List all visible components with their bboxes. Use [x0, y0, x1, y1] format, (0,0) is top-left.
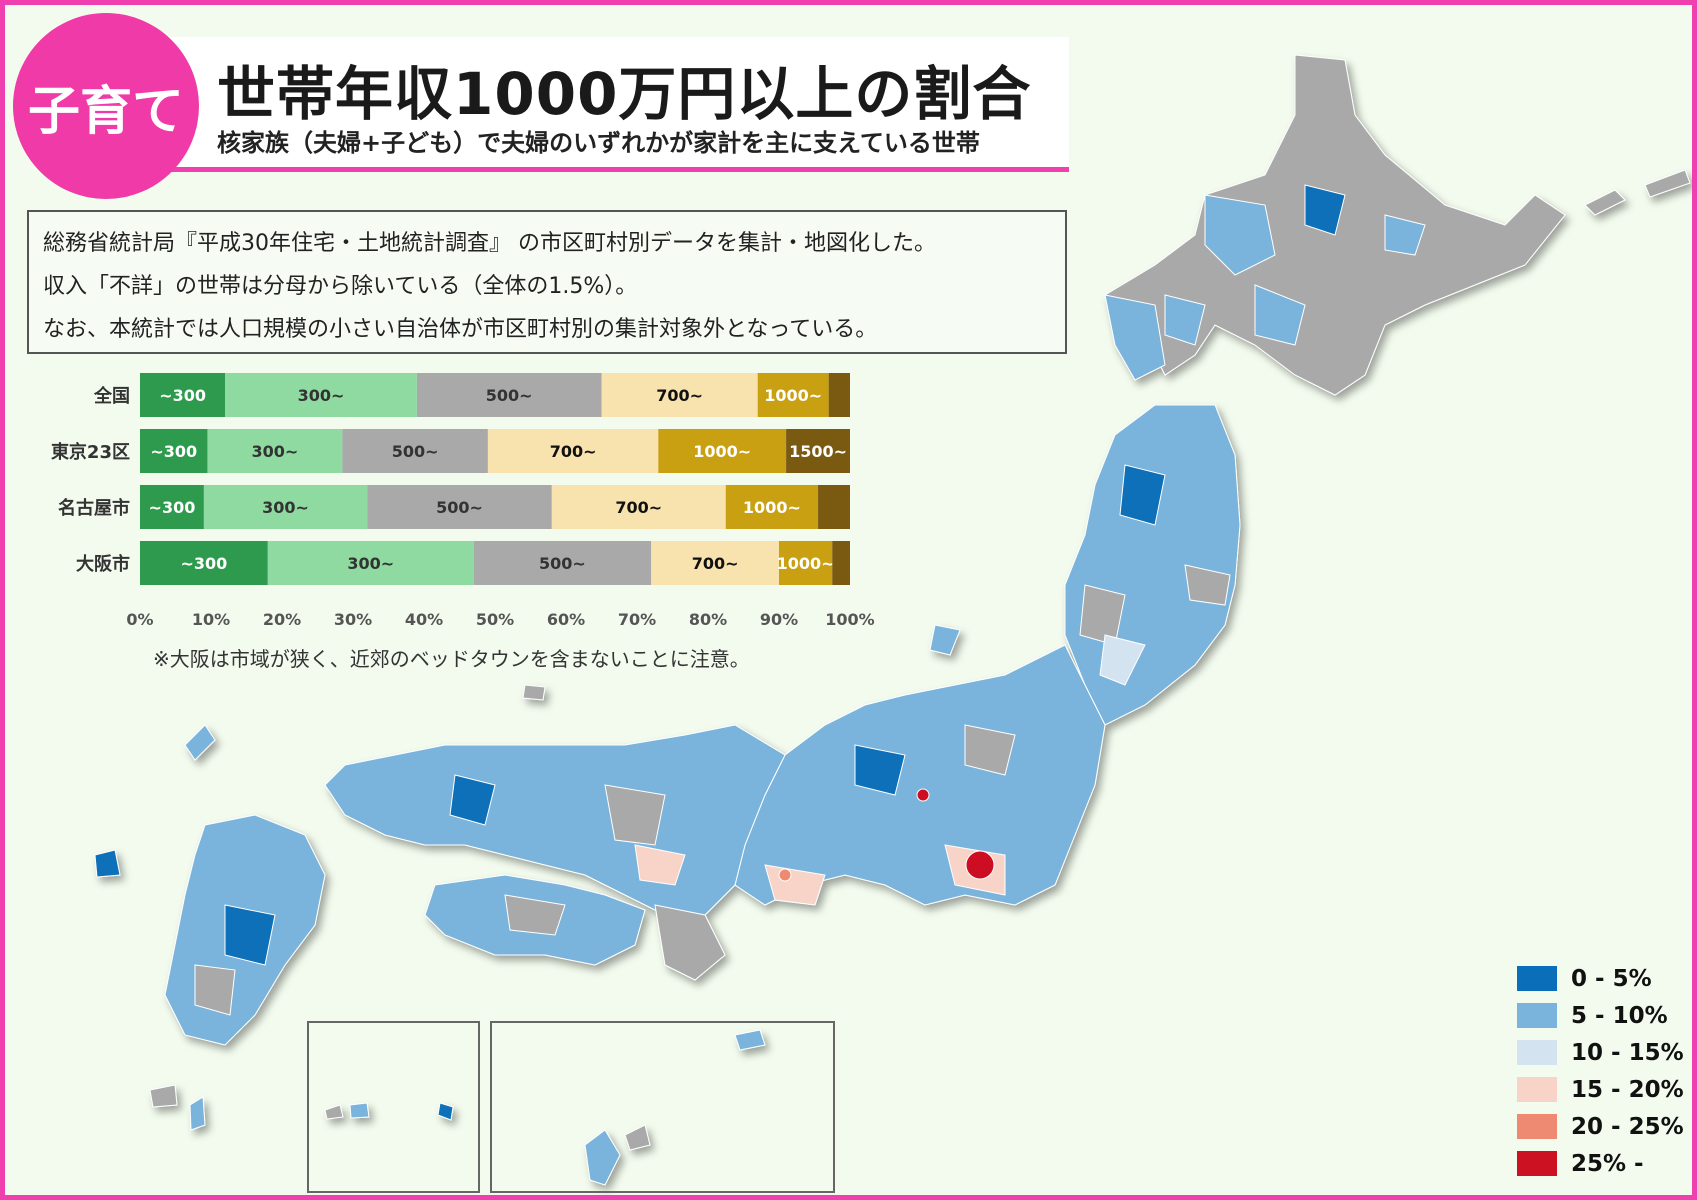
- japan-choropleth-map: [94, 54, 1691, 1186]
- legend-item: 0 - 5%: [1517, 960, 1692, 997]
- segment-label: 1000~: [777, 554, 835, 573]
- legend-label: 15 - 20%: [1571, 1076, 1684, 1103]
- segment-label: 500~: [486, 386, 533, 405]
- segment-label: 500~: [392, 442, 439, 461]
- bar-segment: [416, 373, 602, 417]
- legend-swatch: [1517, 1114, 1557, 1139]
- bar-segment: [225, 373, 417, 417]
- category-label: 名古屋市: [58, 497, 130, 519]
- bar-segment: [487, 429, 659, 473]
- legend-label: 5 - 10%: [1571, 1002, 1668, 1029]
- x-tick-label: 60%: [547, 610, 585, 629]
- honshu-central-region: [734, 644, 1106, 906]
- page-title: 世帯年収1000万円以上の割合: [217, 60, 1032, 128]
- segment-label: ~300: [180, 554, 227, 573]
- x-tick-label: 80%: [689, 610, 727, 629]
- osaka-caveat-note: ※大阪は市域が狭く、近郊のベッドタウンを含まないことに注意。: [153, 647, 750, 671]
- note-line: 総務省統計局『平成30年住宅・土地統計調査』 の市区町村別データを集計・地図化し…: [43, 231, 936, 256]
- x-tick-label: 90%: [760, 610, 798, 629]
- legend-swatch: [1517, 1003, 1557, 1028]
- note-line: 収入「不詳」の世帯は分母から除いている（全体の1.5%）。: [43, 274, 638, 299]
- segment-label: 300~: [298, 386, 345, 405]
- legend-swatch: [1517, 1151, 1557, 1176]
- legend-label: 10 - 15%: [1571, 1039, 1684, 1066]
- x-tick-label: 100%: [825, 610, 874, 629]
- bar-segment: [140, 541, 268, 585]
- inset-okinawa-box: [490, 1021, 835, 1193]
- bar-segment: [658, 429, 787, 473]
- x-tick-label: 50%: [476, 610, 514, 629]
- bar-segment: [207, 429, 343, 473]
- legend-swatch: [1517, 966, 1557, 991]
- segment-label: 700~: [550, 442, 597, 461]
- segment-label: 300~: [347, 554, 394, 573]
- segment-label: 500~: [539, 554, 586, 573]
- segment-label: ~300: [149, 498, 196, 517]
- page-subtitle: 核家族（夫婦+子ども）で夫婦のいずれかが家計を主に支えている世帯: [217, 129, 980, 157]
- x-tick-label: 70%: [618, 610, 656, 629]
- inset-ogasawara-box: [307, 1021, 480, 1193]
- category-label: 大阪市: [76, 553, 130, 575]
- segment-label: ~300: [150, 442, 197, 461]
- legend-item: 5 - 10%: [1517, 997, 1692, 1034]
- legend-item: 15 - 20%: [1517, 1071, 1692, 1108]
- category-label: 全国: [93, 385, 130, 407]
- bar-segment: [725, 485, 819, 529]
- bar-segment: [786, 429, 850, 473]
- segment-label: 700~: [615, 498, 662, 517]
- segment-label: 500~: [436, 498, 483, 517]
- legend-label: 0 - 5%: [1571, 965, 1652, 992]
- segment-label: 700~: [692, 554, 739, 573]
- x-tick-label: 30%: [334, 610, 372, 629]
- x-tick-label: 10%: [192, 610, 230, 629]
- bar-segment: [473, 541, 652, 585]
- bar-segment: [367, 485, 552, 529]
- x-tick-label: 40%: [405, 610, 443, 629]
- bar-segment: [601, 373, 758, 417]
- legend-item: 20 - 25%: [1517, 1108, 1692, 1145]
- legend-item: 10 - 15%: [1517, 1034, 1692, 1071]
- bar-segment: [203, 485, 368, 529]
- segment-label: 1500~: [789, 442, 847, 461]
- bar-segment: [651, 541, 779, 585]
- note-line: なお、本統計では人口規模の小さい自治体が市区町村別の集計対象外となっている。: [43, 317, 878, 342]
- segment-label: ~300: [159, 386, 206, 405]
- segment-label: 300~: [262, 498, 309, 517]
- legend-swatch: [1517, 1040, 1557, 1065]
- bar-segment: [551, 485, 726, 529]
- title-panel: 世帯年収1000万円以上の割合 核家族（夫婦+子ども）で夫婦のいずれかが家計を主…: [145, 37, 1069, 172]
- bar-segment: [779, 541, 833, 585]
- source-notes: 総務省統計局『平成30年住宅・土地統計調査』 の市区町村別データを集計・地図化し…: [27, 210, 1067, 354]
- legend-label: 25% -: [1571, 1150, 1644, 1177]
- bar-segment: [757, 373, 829, 417]
- x-tick-label: 0%: [126, 610, 153, 629]
- bar-segment: [267, 541, 474, 585]
- bar-segment: [342, 429, 488, 473]
- segment-label: 300~: [251, 442, 298, 461]
- bar-segment: [140, 485, 204, 529]
- segment-label: 1000~: [743, 498, 801, 517]
- legend-swatch: [1517, 1077, 1557, 1102]
- bar-segment: [818, 485, 850, 529]
- bar-segment: [828, 373, 850, 417]
- category-badge: 子育て: [13, 13, 199, 199]
- bar-segment: [140, 373, 226, 417]
- income-distribution-chart: 全国 ~300 300~ 500~ 700~ 1000~ 東京23区 ~300 300~ 500~…: [51, 373, 875, 629]
- bar-segment: [140, 429, 208, 473]
- segment-label: 1000~: [764, 386, 822, 405]
- map-legend: 0 - 5% 5 - 10% 10 - 15% 15 - 20% 20 - 25% 25%…: [1517, 960, 1692, 1182]
- legend-label: 20 - 25%: [1571, 1113, 1684, 1140]
- category-label: 東京23区: [51, 441, 130, 463]
- legend-item: 25% -: [1517, 1145, 1692, 1182]
- segment-label: 700~: [656, 386, 703, 405]
- x-tick-label: 20%: [263, 610, 301, 629]
- segment-label: 1000~: [693, 442, 751, 461]
- tohoku-region: [1064, 404, 1241, 726]
- bar-segment: [832, 541, 850, 585]
